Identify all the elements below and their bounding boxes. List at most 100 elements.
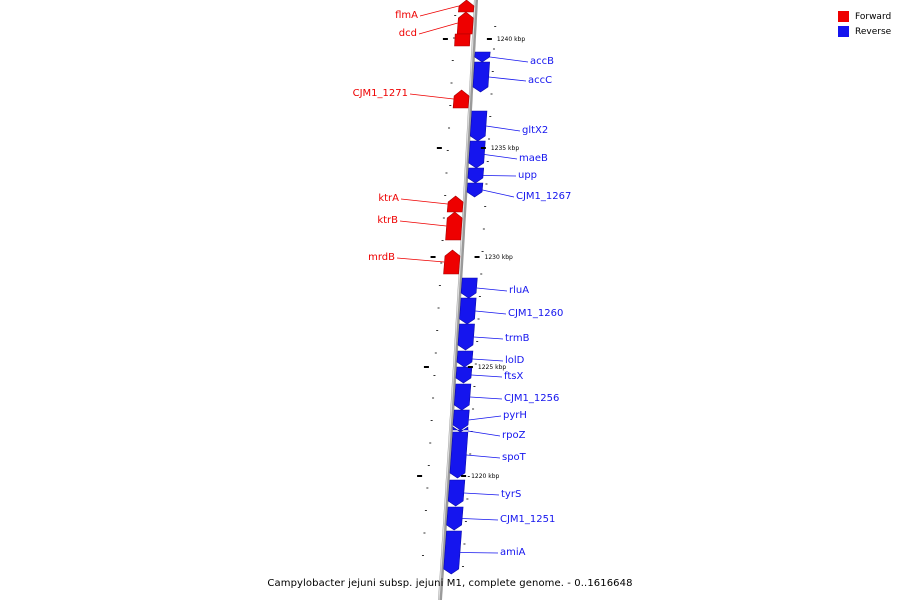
reverse-swatch	[838, 26, 849, 37]
leader-line	[468, 415, 502, 421]
gene-label-cjm1-1260: CJM1_1260	[508, 308, 563, 319]
genes	[443, 0, 491, 575]
leader-line	[476, 287, 508, 292]
gene-upp[interactable]	[467, 167, 485, 184]
gene-cjm1-1260[interactable]	[459, 297, 477, 325]
minor-tick	[492, 48, 495, 50]
leader-line	[419, 5, 459, 17]
gene-label-rlua: rluA	[509, 285, 529, 296]
minor-tick	[464, 521, 467, 522]
minor-tick	[478, 296, 481, 297]
leader-line	[473, 336, 504, 340]
minor-tick	[467, 476, 470, 477]
gene-ktra[interactable]	[446, 195, 464, 213]
gene-accb[interactable]	[474, 51, 491, 63]
gene-label-gltx2: gltX2	[522, 125, 548, 136]
gene-dcd-segment[interactable]	[454, 33, 471, 47]
minor-tick	[490, 93, 493, 95]
gene-label-accc: accC	[528, 75, 552, 86]
gene-cjm1-1271[interactable]	[452, 89, 470, 109]
backbone-line	[437, 0, 479, 600]
legend: Forward Reverse	[838, 9, 891, 39]
minor-tick	[477, 318, 480, 320]
minor-tick	[442, 217, 445, 219]
scale-label: 1220 kbp	[471, 473, 499, 480]
gene-mrdb[interactable]	[443, 249, 461, 275]
leader-line	[463, 492, 500, 496]
minor-tick	[473, 386, 476, 387]
leader-line	[470, 396, 503, 400]
gene-spot[interactable]	[449, 431, 469, 479]
minor-tick	[463, 543, 466, 545]
leader-line	[462, 518, 499, 521]
minor-tick	[445, 172, 448, 174]
minor-tick	[449, 105, 452, 106]
minor-tick	[494, 26, 497, 27]
gene-pyrh[interactable]	[452, 409, 470, 431]
gene-label-cjm1-1267: CJM1_1267	[516, 191, 571, 202]
gene-label-flma: flmA	[395, 10, 418, 21]
minor-tick	[485, 183, 488, 185]
gene-label-rpoz: rpoZ	[502, 430, 526, 441]
minor-tick	[424, 510, 427, 511]
minor-tick	[429, 442, 432, 444]
gene-gltx2[interactable]	[469, 110, 488, 142]
gene-amia[interactable]	[443, 530, 462, 575]
scale-tick	[423, 366, 429, 368]
backbone-highlight	[438, 0, 476, 600]
leader-line	[484, 154, 518, 160]
minor-tick	[437, 307, 440, 309]
legend-item-reverse: Reverse	[838, 24, 891, 39]
minor-tick	[488, 138, 491, 140]
leader-line	[466, 454, 501, 459]
gene-lold[interactable]	[456, 350, 474, 368]
gene-ftsx[interactable]	[455, 366, 473, 384]
minor-tick	[474, 363, 477, 365]
leader-line	[400, 198, 448, 205]
minor-tick	[486, 161, 489, 162]
minor-tick	[432, 397, 435, 399]
minor-tick	[461, 566, 464, 567]
leader-line	[396, 257, 445, 263]
minor-tick	[489, 116, 492, 117]
backbone	[437, 0, 479, 600]
gene-label-ktra: ktrA	[378, 193, 399, 204]
gene-label-trmb: trmB	[505, 333, 530, 344]
gene-cjm1-1251[interactable]	[446, 506, 464, 531]
gene-label-cjm1-1256: CJM1_1256	[504, 393, 559, 404]
minor-tick	[426, 487, 429, 489]
gene-maeb[interactable]	[468, 140, 486, 169]
minor-tick	[481, 251, 484, 252]
gene-cjm1-1256[interactable]	[453, 383, 472, 411]
minor-tick	[423, 532, 426, 534]
scale-tick	[474, 256, 480, 258]
leader-line	[486, 125, 521, 132]
minor-tick	[421, 555, 424, 556]
minor-tick	[436, 330, 439, 331]
minor-tick	[484, 206, 487, 207]
leader-line	[467, 430, 501, 437]
minor-tick	[452, 37, 455, 39]
minor-tick	[434, 352, 437, 354]
gene-accc[interactable]	[472, 61, 490, 93]
gene-label-dcd: dcd	[399, 28, 417, 39]
scale-label: 1240 kbp	[497, 36, 525, 43]
scale-tick	[467, 366, 473, 368]
minor-tick	[427, 465, 430, 466]
minor-tick	[451, 60, 454, 61]
gene-rlua[interactable]	[460, 277, 478, 299]
gene-cjm1-1267[interactable]	[466, 182, 484, 198]
gene-ktrb[interactable]	[445, 211, 463, 241]
gene-dcd[interactable]	[456, 11, 474, 35]
minor-tick	[430, 420, 433, 421]
gene-rpoz[interactable]	[452, 426, 469, 433]
gene-label-ftsx: ftsX	[504, 371, 523, 382]
minor-tick	[433, 375, 436, 376]
minor-tick	[472, 408, 475, 410]
minor-tick	[446, 150, 449, 151]
leader-line	[399, 220, 447, 227]
minor-tick	[441, 240, 444, 241]
gene-flma[interactable]	[458, 0, 475, 13]
gene-tyrs[interactable]	[447, 479, 466, 507]
gene-trmb[interactable]	[457, 323, 475, 351]
